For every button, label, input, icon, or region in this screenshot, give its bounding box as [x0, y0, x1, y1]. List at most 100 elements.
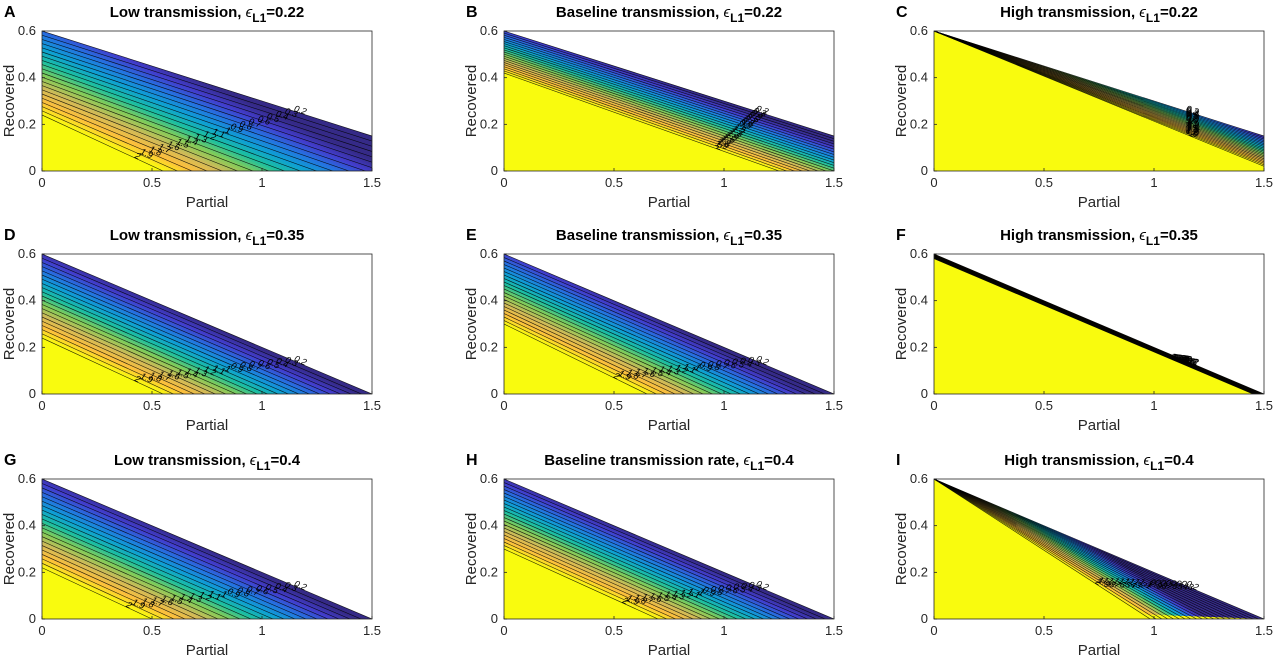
panel-b-contour-label: 1.7	[719, 134, 735, 148]
panel-a-contour-label: 0.3	[284, 106, 299, 119]
panel-h-contour-label: 1.3	[671, 588, 686, 602]
panel-e-contour-line	[504, 295, 723, 394]
panel-e-contour-line	[504, 267, 798, 394]
panel-a-contour-label: 1.2	[202, 129, 217, 143]
panel-c-contour-line	[934, 31, 1264, 140]
panel-c-contour-label: 1.6	[1185, 122, 1200, 136]
panel-f-y-tick-label: 0.4	[910, 293, 928, 308]
panel-i-contour-line	[934, 479, 1175, 619]
panel-e-contour-line	[504, 309, 686, 394]
panel-f-x-axis-label: Partial	[1078, 417, 1121, 434]
panel-f-contour-label: 0.7	[1180, 353, 1196, 367]
panel-i-title: High transmission, ϵL1=0.4	[1004, 452, 1194, 473]
panel-a-contour-line	[42, 102, 208, 171]
panel-e-x-tick-label: 0.5	[605, 398, 623, 413]
panel-i-y-tick-label: 0.6	[910, 471, 928, 486]
panel-e-contour-label: 1.3	[666, 363, 682, 377]
panel-c-contour-line	[934, 31, 1264, 141]
panel-d-contour-label: 1.8	[148, 370, 164, 384]
panel-f-contour-label: 1.1	[1176, 352, 1191, 366]
panel-b-contour-label: 0.9	[738, 118, 753, 131]
panel-a-x-tick-label: 0.5	[143, 175, 161, 190]
panel-e-y-axis-label: Recovered	[463, 288, 480, 361]
panel-f-contour-label: 2	[1170, 352, 1179, 364]
panel-e-contour-label: 1.4	[658, 364, 674, 378]
panel-e-x-tick-label: 1	[720, 398, 727, 413]
panel-f-contour-label: 0.6	[1181, 353, 1196, 367]
panel-g-contour-line	[42, 531, 241, 619]
panel-h-contour-line	[504, 496, 791, 619]
panel-a-contour-line	[42, 110, 179, 171]
panel-d-contour-label: 1.1	[211, 363, 226, 377]
panel-a-contour-label: 1.9	[139, 146, 154, 160]
panel-f-contour-label: 1.6	[1172, 351, 1187, 365]
panel-i-contour-line	[934, 479, 1186, 619]
panel-e-letter: E	[466, 227, 477, 244]
panel-b-contour-label: 0.4	[750, 107, 765, 120]
panel-b-title-main: Baseline transmission,	[556, 4, 724, 21]
panel-f-contour-label: 1.7	[1171, 351, 1187, 365]
panel-a-y-axis-label: Recovered	[1, 65, 18, 138]
panel-i-contour-line	[934, 479, 1151, 619]
panel-d-contour-label: 1.3	[193, 365, 208, 379]
panel-h-y-tick-label: 0.2	[480, 564, 498, 579]
panel-g-contour-line	[42, 496, 329, 619]
panel-h-contour-line	[504, 510, 756, 619]
panel-i-title-value: =0.4	[1164, 452, 1194, 469]
panel-c-contour-line	[934, 31, 1264, 144]
panel-g-y-tick-label: 0	[29, 611, 36, 626]
panel-f-y-tick-label: 0.6	[910, 246, 928, 261]
panel-e-y-tick-label: 0.4	[480, 293, 498, 308]
panel-b-x-tick-label: 1.5	[825, 175, 843, 190]
panel-a-contour-line	[42, 81, 286, 171]
panel-f-contour-label: 0.5	[1182, 353, 1198, 367]
panel-c-contour-label: 0.7	[1185, 110, 1201, 124]
panel-d-contour-line	[42, 287, 290, 394]
panel-g-y-axis-label: Recovered	[1, 513, 18, 586]
panel-a-contour-line	[42, 64, 350, 171]
panel-b-x-axis-label: Partial	[648, 194, 691, 211]
panel-b: 21.91.81.71.61.51.41.31.21.110.90.80.70.…	[463, 4, 843, 211]
panel-e-contour-line	[504, 316, 667, 394]
panel-i-contour-line	[934, 479, 1192, 619]
panel-f-y-tick-label: 0.2	[910, 339, 928, 354]
panel-d-contour-line	[42, 257, 363, 394]
panel-g-contour-line	[42, 483, 362, 619]
panel-c-x-tick-label: 1	[1150, 175, 1157, 190]
panel-f-x-tick-label: 0.5	[1035, 398, 1053, 413]
panel-h-y-tick-label: 0	[491, 611, 498, 626]
panel-g-x-tick-label: 1.5	[363, 623, 381, 638]
panel-f-contour-label: 0.9	[1178, 352, 1193, 366]
panel-g-contour-line	[42, 523, 263, 619]
panel-c-contour-label: 1.1	[1185, 115, 1200, 129]
panel-h-contour-line	[504, 531, 703, 619]
panel-h-x-tick-label: 0	[500, 623, 507, 638]
panel-g-contour-label: 1.8	[140, 596, 156, 610]
panel-a-x-tick-label: 1	[258, 175, 265, 190]
panel-g-y-tick-label: 0.6	[18, 471, 36, 486]
panel-c-y-tick-label: 0.2	[910, 116, 928, 131]
panel-a-contour-line	[42, 106, 193, 171]
panel-e-title-symbol: ϵ	[723, 227, 730, 244]
panel-d-contour-line	[42, 270, 331, 394]
panel-c-contour-line	[934, 31, 1264, 137]
panel-d-contour-line	[42, 295, 269, 394]
panel-d-contour-label: 1.4	[184, 366, 199, 380]
panel-a-contour-label: 2	[132, 150, 142, 162]
panel-d-plot-area: 21.91.81.71.61.51.41.31.21.110.90.80.70.…	[42, 254, 372, 394]
panel-g-contour-line	[42, 509, 296, 619]
panel-b-contour-line	[504, 70, 788, 171]
panel-g-contour-label: 0.8	[236, 585, 251, 599]
panel-a-contour-label: 0.4	[275, 108, 290, 121]
panel-e-contour-line	[504, 292, 732, 394]
panel-h-contour-line	[504, 506, 765, 619]
panel-f-contour-label: 1.3	[1174, 352, 1189, 366]
panel-a-y-tick-label: 0.6	[18, 23, 36, 38]
panel-a-contour-label: 1.4	[184, 134, 199, 148]
panel-c-plot-area: 21.91.81.71.61.51.41.31.21.110.90.80.70.…	[934, 31, 1264, 171]
panel-h-axes-box	[503, 478, 835, 620]
panel-b-contour-label: 2	[715, 141, 724, 152]
panel-g-title-main: Low transmission,	[114, 452, 250, 469]
panel-c-contour-line	[934, 31, 1264, 163]
panel-a-contour-label: 0.9	[229, 121, 244, 135]
